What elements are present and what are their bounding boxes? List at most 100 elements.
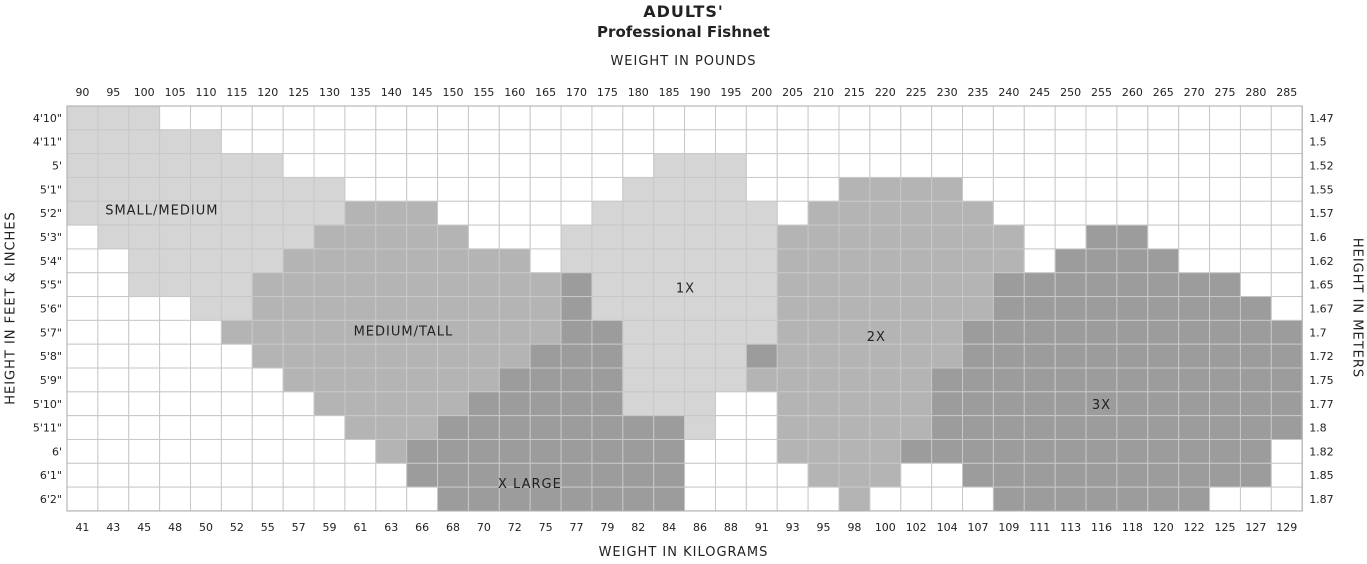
cell-empty xyxy=(529,200,562,226)
cell-2x xyxy=(962,224,994,250)
cell-medium-tall xyxy=(251,296,284,321)
tick-label-pounds: 140 xyxy=(381,86,402,99)
cell-2x xyxy=(838,462,871,488)
cell-empty xyxy=(467,105,500,131)
cell-empty xyxy=(1239,272,1272,298)
cell-empty xyxy=(251,462,284,488)
cell-empty xyxy=(992,129,1025,155)
cell-1x xyxy=(653,296,686,321)
cell-3x xyxy=(1147,415,1180,440)
cell-empty xyxy=(992,200,1025,226)
cell-2x xyxy=(869,415,902,440)
cell-3x xyxy=(931,415,964,440)
cell-small-medium xyxy=(128,129,161,155)
tick-label-pounds: 90 xyxy=(75,86,89,99)
cell-empty xyxy=(591,105,624,131)
cell-x-large xyxy=(591,343,624,369)
cell-2x xyxy=(807,391,840,417)
cell-3x xyxy=(900,438,933,464)
cell-empty xyxy=(344,129,377,155)
cell-2x xyxy=(900,343,933,369)
cell-empty xyxy=(776,462,809,488)
cell-empty xyxy=(128,296,161,321)
tick-label-kilograms: 59 xyxy=(322,521,336,534)
cell-x-large xyxy=(437,462,469,488)
cell-empty xyxy=(838,129,871,155)
tick-label-meters: 1.67 xyxy=(1309,302,1334,315)
cell-empty xyxy=(745,462,778,488)
cell-empty xyxy=(684,486,716,512)
cell-empty xyxy=(159,367,192,393)
tick-label-meters: 1.85 xyxy=(1309,469,1334,482)
cell-empty xyxy=(159,415,192,440)
cell-3x xyxy=(1209,462,1241,488)
cell-empty xyxy=(190,367,222,393)
cell-empty xyxy=(220,367,253,393)
cell-1x xyxy=(714,272,747,298)
cell-3x xyxy=(1085,343,1118,369)
cell-x-large xyxy=(529,367,562,393)
cell-empty xyxy=(344,105,377,131)
tick-label-pounds: 200 xyxy=(751,86,772,99)
cell-empty xyxy=(962,176,994,202)
cell-2x xyxy=(776,438,809,464)
tick-label-feet-inches: 6'1" xyxy=(40,469,62,482)
tick-label-pounds: 245 xyxy=(1029,86,1050,99)
cell-medium-tall xyxy=(529,319,562,345)
cell-empty xyxy=(159,438,192,464)
cell-1x xyxy=(653,391,686,417)
cell-medium-tall xyxy=(344,248,377,274)
cell-empty xyxy=(1054,224,1087,250)
cell-x-large xyxy=(591,486,624,512)
cell-empty xyxy=(1239,224,1272,250)
cell-medium-tall xyxy=(529,296,562,321)
tick-label-kilograms: 50 xyxy=(199,521,213,534)
cell-1x xyxy=(653,153,686,178)
cell-empty xyxy=(622,153,655,178)
cell-2x xyxy=(807,272,840,298)
cell-empty xyxy=(128,415,161,440)
cell-2x xyxy=(807,438,840,464)
cell-3x xyxy=(1116,319,1149,345)
cell-empty xyxy=(1270,224,1303,250)
cell-empty xyxy=(498,153,531,178)
cell-2x xyxy=(869,343,902,369)
tick-label-kilograms: 68 xyxy=(446,521,460,534)
cell-empty xyxy=(1239,105,1272,131)
cell-empty xyxy=(437,200,469,226)
cell-empty xyxy=(684,438,716,464)
cell-3x xyxy=(1023,486,1056,512)
cell-1x xyxy=(653,224,686,250)
cell-2x xyxy=(838,415,871,440)
cell-empty xyxy=(838,153,871,178)
cell-2x xyxy=(900,296,933,321)
cell-empty xyxy=(622,129,655,155)
cell-3x xyxy=(1116,248,1149,274)
cell-3x xyxy=(1054,367,1087,393)
cell-empty xyxy=(745,153,778,178)
cell-medium-tall xyxy=(344,224,377,250)
tick-label-pounds: 175 xyxy=(597,86,618,99)
cell-empty xyxy=(467,176,500,202)
cell-empty xyxy=(344,486,377,512)
cell-empty xyxy=(591,129,624,155)
cell-3x xyxy=(1023,415,1056,440)
cell-empty xyxy=(1270,153,1303,178)
tick-label-meters: 1.72 xyxy=(1309,350,1334,363)
cell-1x xyxy=(684,367,716,393)
cell-empty xyxy=(220,129,253,155)
cell-medium-tall xyxy=(282,367,315,393)
cell-x-large xyxy=(498,415,531,440)
cell-x-large xyxy=(498,391,531,417)
cell-empty xyxy=(1239,248,1272,274)
tick-label-kilograms: 109 xyxy=(998,521,1019,534)
tick-label-pounds: 125 xyxy=(288,86,309,99)
cell-2x xyxy=(900,272,933,298)
cell-empty xyxy=(97,415,130,440)
cell-empty xyxy=(900,153,933,178)
tick-label-pounds: 220 xyxy=(875,86,896,99)
cell-empty xyxy=(776,153,809,178)
cell-empty xyxy=(251,367,284,393)
cell-empty xyxy=(869,486,902,512)
